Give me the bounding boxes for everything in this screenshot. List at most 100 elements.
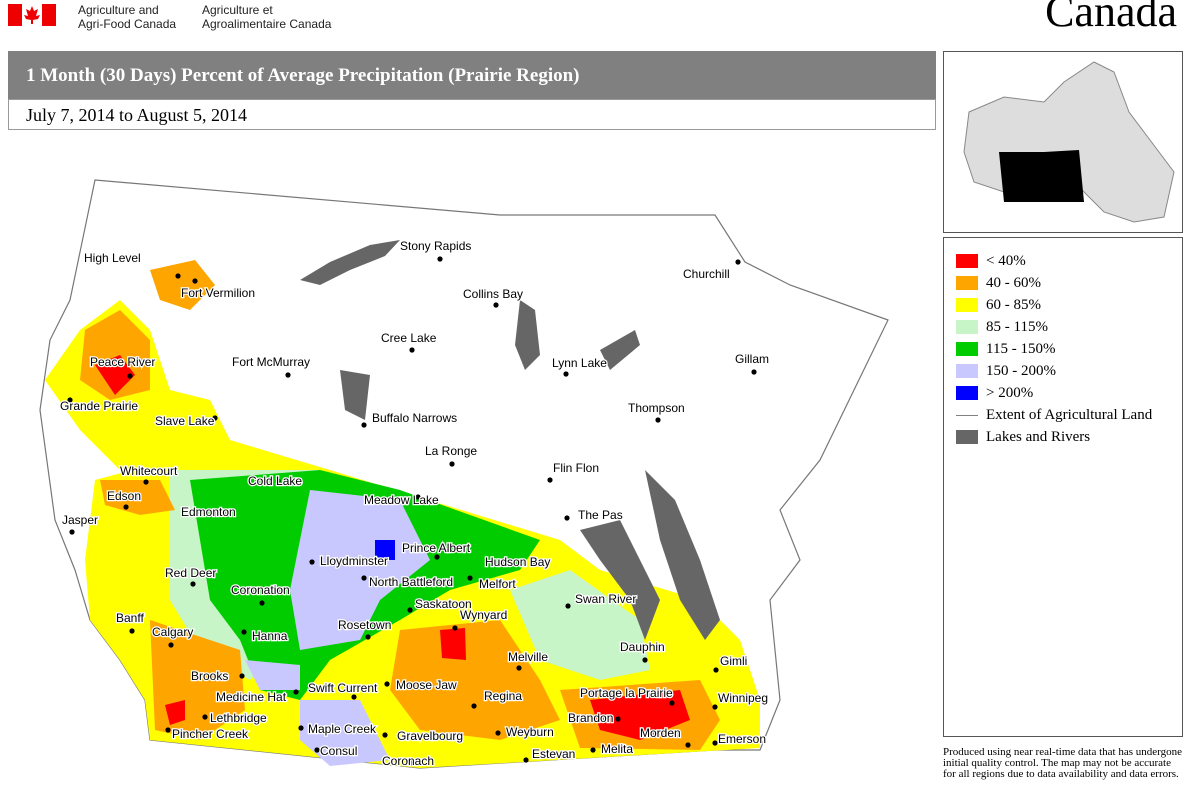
city-dot [615, 716, 621, 722]
legend-label: 85 - 115% [986, 319, 1048, 335]
city-dot [493, 302, 499, 308]
city-label: Edson [107, 489, 141, 503]
city-dot [239, 673, 245, 679]
lakes [300, 240, 720, 640]
agency-line: Agroalimentaire Canada [202, 17, 332, 31]
city-label: Regina [484, 689, 522, 703]
legend-label: 115 - 150% [986, 341, 1056, 357]
city-dot [565, 603, 571, 609]
city-label: Prince Albert [402, 541, 471, 555]
city-dot [495, 730, 501, 736]
city-label: Fort McMurray [232, 355, 310, 369]
city-dot [129, 628, 135, 634]
city-label: Portage la Prairie [580, 686, 673, 700]
city-dot [298, 725, 304, 731]
city-label: The Pas [578, 508, 623, 522]
city-dot [293, 689, 299, 695]
city-dot [192, 278, 198, 284]
legend-label: 40 - 60% [986, 275, 1041, 291]
city-label: Banff [116, 611, 144, 625]
city-label: Hudson Bay [485, 555, 550, 569]
city-dot [361, 575, 367, 581]
city-label: Medicine Hat [216, 690, 287, 704]
city-label: Maple Creek [308, 722, 377, 736]
city-label: North Battleford [369, 575, 453, 589]
city-dot [669, 700, 675, 706]
city-dot [434, 554, 440, 560]
city-label: Emerson [718, 732, 766, 746]
legend-label: 150 - 200% [986, 363, 1056, 379]
city-label: Brandon [568, 711, 613, 725]
city-dot [415, 494, 421, 500]
city-dot [202, 714, 208, 720]
city-dot [590, 747, 596, 753]
city-label: Melfort [479, 577, 516, 591]
flag [8, 4, 56, 26]
city-label: Dauphin [620, 640, 665, 654]
city-dot [531, 561, 537, 567]
agency-fr: Agriculture et Agroalimentaire Canada [202, 3, 331, 31]
city-dot [309, 559, 315, 565]
legend-swatch [956, 415, 978, 416]
city-label: Churchill [683, 267, 730, 281]
city-label: Cold Lake [248, 474, 302, 488]
city-dot [190, 581, 196, 587]
city-label: Brooks [191, 669, 228, 683]
city-dot [713, 667, 719, 673]
city-dot [516, 665, 522, 671]
city-label: Cree Lake [381, 331, 437, 345]
agency-line: Agriculture and [78, 3, 159, 17]
city-label: Pincher Creek [172, 727, 249, 741]
legend-label: Lakes and Rivers [986, 429, 1091, 445]
city-label: Coronation [231, 583, 290, 597]
city-dot [467, 575, 473, 581]
wordmark: Canada [1045, 0, 1177, 36]
city-dot [168, 642, 174, 648]
city-label: Peace River [90, 355, 155, 369]
legend-swatch [956, 320, 978, 334]
city-dot [165, 727, 171, 733]
city-dot [123, 504, 129, 510]
inset-svg [963, 61, 1175, 223]
legend-label: Extent of Agricultural Land [986, 407, 1153, 423]
city-dot [143, 479, 149, 485]
city-dot [361, 422, 367, 428]
city-dot [471, 703, 477, 709]
city-label: Consul [320, 744, 357, 758]
legend-swatch [956, 364, 978, 378]
city-dot [407, 607, 413, 613]
city-label: Thompson [628, 401, 685, 415]
legend-label: < 40% [986, 253, 1026, 269]
city-label: Wynyard [460, 608, 507, 622]
city-label: Grande Prairie [60, 399, 138, 413]
legend: < 40% 40 - 60% 60 - 85% 85 - 115% 115 - 150%… [943, 237, 1183, 737]
city-dot [452, 625, 458, 631]
legend-label: > 200% [986, 385, 1034, 401]
legend-swatch [956, 386, 978, 400]
agency-line: Agri-Food Canada [78, 17, 177, 31]
city-label: Flin Flon [553, 461, 599, 475]
legend-swatch [956, 298, 978, 312]
city-label: Swift Current [308, 681, 378, 695]
city-label: Red Deer [165, 566, 216, 580]
precip-zones [45, 260, 760, 768]
city-dot [69, 529, 75, 535]
city-dot [241, 629, 247, 635]
city-dot [408, 760, 414, 766]
legend-label: 60 - 85% [986, 297, 1041, 313]
city-label: Winnipeg [718, 691, 768, 705]
city-dot [365, 634, 371, 640]
city-dot [712, 704, 718, 710]
city-label: Collins Bay [463, 287, 523, 301]
city-dot [547, 477, 553, 483]
city-dot [285, 372, 291, 378]
city-label: Gillam [735, 352, 769, 366]
city-dot [382, 732, 388, 738]
city-label: Morden [640, 726, 681, 740]
city-label: Gravelbourg [397, 729, 463, 743]
city-label: High Level [84, 251, 141, 265]
city-label: Moose Jaw [396, 678, 457, 692]
city-dot [275, 478, 281, 484]
city-dot [259, 600, 265, 606]
